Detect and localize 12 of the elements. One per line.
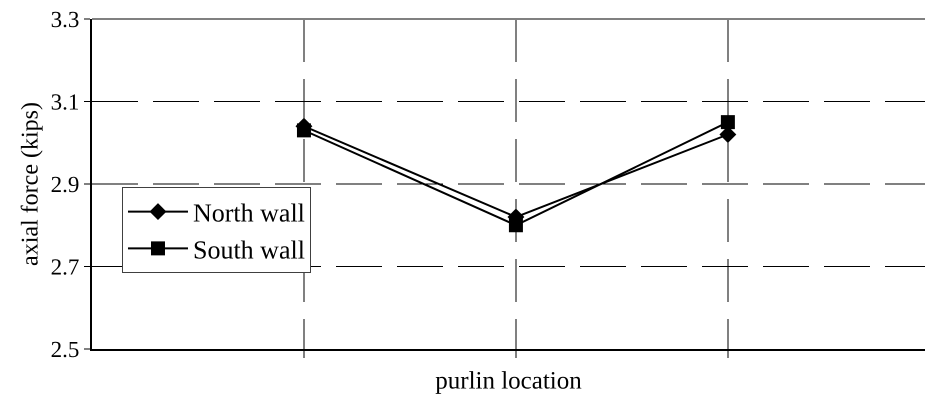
y-tick-label: 2.5	[50, 337, 80, 362]
point	[296, 123, 311, 138]
x-axis-title: purlin location	[435, 368, 582, 394]
y-axis-title: axial force (kips)	[17, 102, 44, 266]
y-tick-label: 2.7	[50, 254, 80, 280]
point	[508, 218, 523, 232]
legend-label: North wall	[192, 198, 305, 228]
legend-label: South wall	[192, 236, 305, 265]
point	[720, 115, 735, 130]
y-tick-label: 3.1	[50, 90, 80, 115]
y-tick-label: 3.3	[50, 7, 80, 32]
y-tick-label: 2.9	[50, 172, 80, 198]
